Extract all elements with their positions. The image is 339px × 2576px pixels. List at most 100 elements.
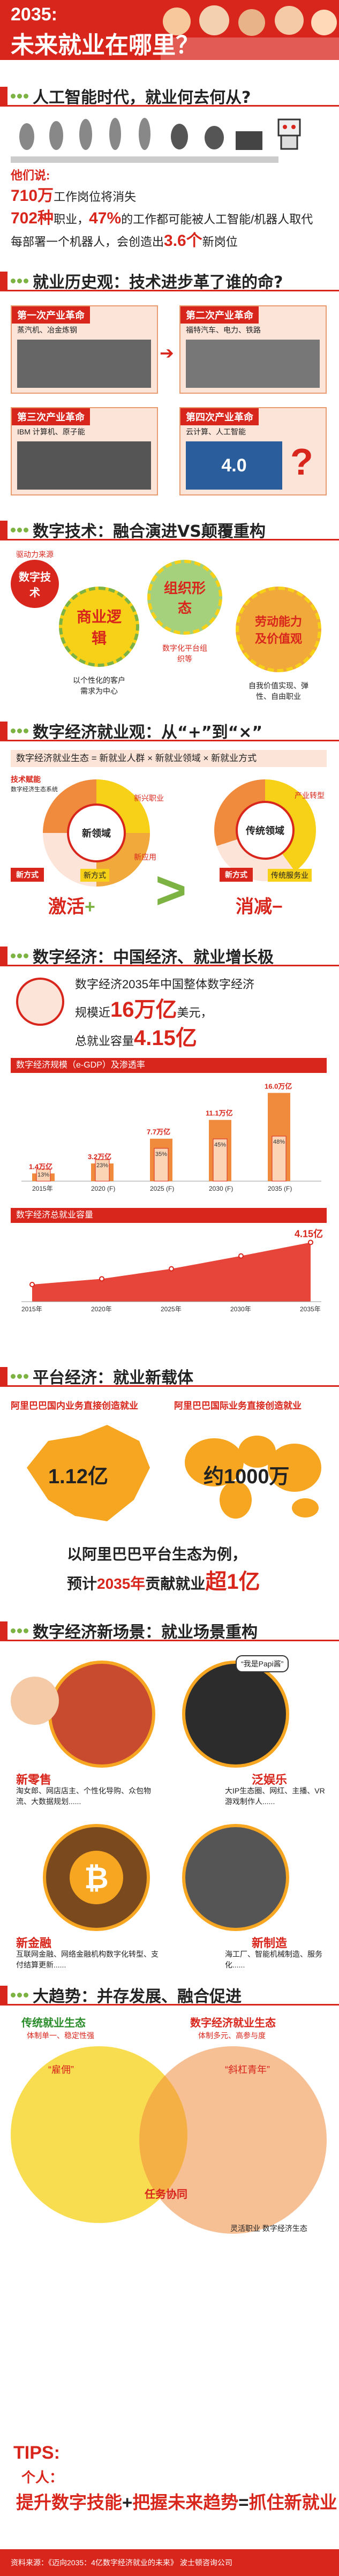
section-digital-tech-header: 数字技术：融合演进VS颠覆重构 xyxy=(0,517,339,543)
scene-finance: ₿ 新金融 互联网金融、网络金融机构数字化转型、支付结算更新...... xyxy=(11,1819,161,1969)
penetration-bar xyxy=(272,1136,287,1182)
x-tick-label: 2035年 xyxy=(300,1305,321,1313)
dots-icon xyxy=(11,1992,28,1997)
employment-point xyxy=(169,1266,174,1272)
china-badge xyxy=(16,978,64,1026)
service-label: 传统服务业 xyxy=(268,869,312,882)
dots-icon xyxy=(11,527,28,532)
stat-3-6: 3.6个 xyxy=(164,232,202,250)
digital-tech-circle: 数字技术 xyxy=(11,560,59,608)
section-title: 数字技术：融合演进VS颠覆重构 xyxy=(33,522,266,541)
section-title: 数字经济新场景：就业场景重构 xyxy=(33,1623,258,1642)
penetration-label: 48% xyxy=(273,1139,285,1145)
organization-note: 数字化平台组织等 xyxy=(162,644,207,663)
arrow-icon: ➔ xyxy=(160,343,174,363)
x-tick-label: 2025 (F) xyxy=(150,1185,174,1192)
scene-name: 新零售 xyxy=(16,1773,52,1786)
stat-710: 710万 xyxy=(11,187,54,205)
formula-bar: 数字经济就业生态 = 新就业人群 × 新就业领域 × 新就业方式 xyxy=(11,750,327,767)
flex-label: 灵活职业 数字经济生态 xyxy=(230,2224,307,2233)
source-label: 资料来源： xyxy=(11,2558,48,2567)
revolution-desc: 福特汽车、电力、铁路 xyxy=(186,326,261,334)
x-tick-label: 2035 (F) xyxy=(268,1185,292,1192)
world-map xyxy=(177,1420,327,1527)
greater-than: > xyxy=(155,860,187,920)
x-tick-label: 2020年 xyxy=(91,1305,112,1313)
section-title: 数字经济就业观：从“+”到“×” xyxy=(33,723,263,742)
reduce-label: 消减− xyxy=(236,897,283,917)
penetration-bar xyxy=(154,1148,169,1182)
scene-name: 新制造 xyxy=(252,1936,288,1950)
x-tick-label: 2015年 xyxy=(32,1185,53,1192)
section-employment-view-header: 数字经济就业观：从“+”到“×” xyxy=(0,718,339,743)
bitcoin-icon: ₿ xyxy=(70,1851,123,1904)
egdp-value-label: 11.1万亿 xyxy=(206,1109,233,1117)
organization-circle: 组织形态 xyxy=(147,560,222,635)
penetration-label: 23% xyxy=(96,1162,108,1169)
tips-label: TIPS: xyxy=(13,2443,60,2463)
arrow-bar xyxy=(11,156,278,163)
revolution-tag: 第二次产业革命 xyxy=(180,306,259,324)
growth-text-2: 规模近16万亿美元， xyxy=(75,998,213,1022)
chart1-title-bar: 数字经济规模（e-GDP）及渗透率 xyxy=(11,1058,327,1073)
traditional-eco-label: 传统就业生态 xyxy=(21,2017,86,2029)
employment-point xyxy=(308,1240,313,1245)
dots-icon xyxy=(11,728,28,733)
section-title: 平台经济：就业新载体 xyxy=(33,1369,193,1387)
penetration-bar xyxy=(213,1138,228,1182)
stat-47: 47% xyxy=(89,209,122,227)
x-tick-label: 2030 (F) xyxy=(209,1185,233,1192)
section-platform-header: 平台经济：就业新载体 xyxy=(0,1363,339,1389)
speech-bubble: “我是Papi酱” xyxy=(236,1655,289,1672)
scene-retail: 新零售 淘女郎、网店店主、个性化导购、众包物流、大数据规划...... xyxy=(11,1655,161,1806)
ibm-computer-image xyxy=(17,441,151,490)
revolution-tag: 第三次产业革命 xyxy=(12,408,90,425)
evolution-illustration xyxy=(11,115,327,153)
stat-new-jobs: 新岗位 xyxy=(202,235,238,249)
scene-name: 新金融 xyxy=(16,1936,52,1950)
domestic-value: 1.12亿 xyxy=(48,1466,108,1488)
dots-icon xyxy=(11,93,28,99)
x-tick-label: 2030年 xyxy=(230,1305,251,1313)
labor-value-circle: 劳动能力及价值观 xyxy=(236,587,321,672)
section-ai-era-header: 人工智能时代，就业何去何从? xyxy=(0,83,339,109)
revolution-desc: IBM 计算机、原子能 xyxy=(17,427,85,436)
china-map xyxy=(16,1420,155,1527)
egdp-value-label: 1.4万亿 xyxy=(29,1163,52,1171)
digital-eco-label: 数字经济就业生态 xyxy=(190,2017,276,2029)
platform-foot-1: 以阿里巴巴平台生态为例， xyxy=(67,1546,247,1563)
section-trend-header: 大趋势：并存发展、融合促进 xyxy=(0,1982,339,2008)
scene-manufacturing: 新制造 海工厂、智能机械制造、服务化...... xyxy=(177,1819,327,1969)
slash-label: “斜杠青年” xyxy=(225,2064,270,2075)
x-tick-label: 2015年 xyxy=(21,1305,42,1313)
egdp-value-label: 7.7万亿 xyxy=(147,1128,170,1136)
platform-foot-2: 预计2035年贡献就业超1亿 xyxy=(67,1570,260,1594)
new-way-tag-right: 新方式 xyxy=(220,868,253,882)
revolution-3: 第三次产业革命 IBM 计算机、原子能 xyxy=(11,407,158,495)
revolution-1: 第一次产业革命 蒸汽机、冶金炼钢 xyxy=(11,305,158,394)
section-title: 人工智能时代，就业何去何从? xyxy=(33,88,251,107)
stat-line-2: 702种职业，47%的工作都可能被人工智能/机器人取代 xyxy=(11,205,313,228)
manufacturing-image xyxy=(182,1824,289,1931)
tips-formula: 提升数字技能+把握未来趋势=抓住新就业 xyxy=(16,2492,337,2512)
traditional-circle: 传统领域 xyxy=(236,801,295,860)
source-text: 《迈向2035：4亿数字经济就业的未来》 波士顿咨询公司 xyxy=(48,2558,232,2567)
egdp-value-label: 16.0万亿 xyxy=(265,1082,292,1090)
header-year: 2035: xyxy=(11,4,57,25)
domestic-label: 阿里巴巴国内业务直接创造就业 xyxy=(11,1401,138,1411)
header: 2035: 未来就业在哪里？ xyxy=(0,0,339,60)
stat-line-3: 每部署一个机器人，会创造出3.6个新岗位 xyxy=(11,227,238,251)
scene-entertainment: “我是Papi酱” 泛娱乐 大IP生态圈、网红、主播、VR游戏制作人...... xyxy=(177,1655,327,1806)
header-people-illustration xyxy=(0,0,339,60)
penetration-label: 13% xyxy=(37,1171,49,1178)
scene-desc: 淘女郎、网店店主、个性化导购、众包物流、大数据规划...... xyxy=(16,1786,151,1806)
section-scenes-header: 数字经济新场景：就业场景重构 xyxy=(0,1618,339,1643)
stat-line-1: 710万工作岗位将消失 xyxy=(11,182,136,206)
digital-trait: 体制多元、高参与度 xyxy=(198,2031,266,2040)
activate-label: 激活+ xyxy=(48,897,95,917)
ford-car-image xyxy=(186,340,320,388)
scene-desc: 大IP生态圈、网红、主播、VR游戏制作人...... xyxy=(225,1786,325,1806)
revolution-desc: 蒸汽机、冶金炼钢 xyxy=(17,326,77,334)
traditional-trait: 体制单一、稳定性强 xyxy=(27,2031,94,2040)
